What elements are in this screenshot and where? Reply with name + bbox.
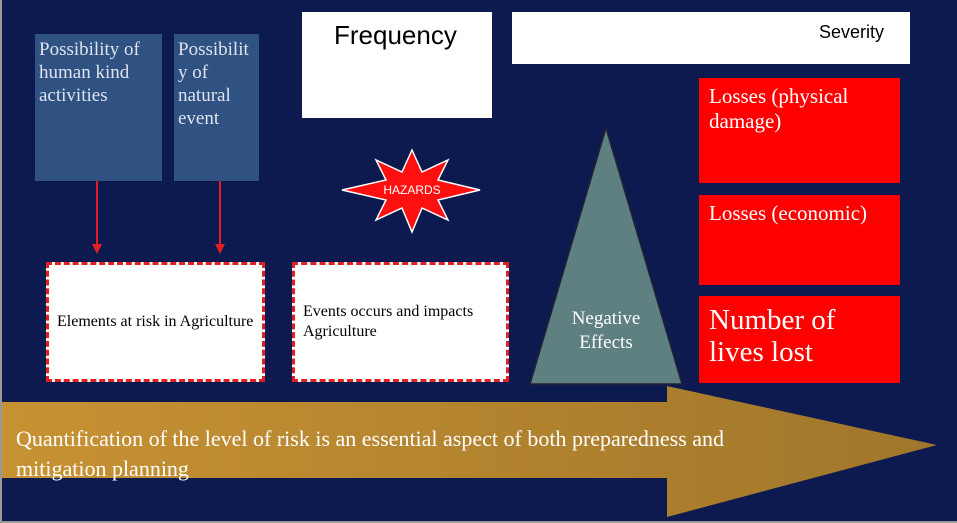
source-box: Possibility of human kind activities xyxy=(35,34,162,181)
loss-box: Number of lives lost xyxy=(699,296,900,383)
severity-box: Severity xyxy=(512,12,910,64)
effects-text: Negative xyxy=(572,308,641,329)
impact-box: Elements at risk in Agriculture xyxy=(46,262,265,382)
effects-triangle xyxy=(528,125,684,385)
effects-label: Negative Effects xyxy=(572,308,641,353)
effects-text-line: Effects xyxy=(579,332,632,353)
source-box: Possibility of natural event xyxy=(174,34,259,181)
banner-text: Quantification of the level of risk is a… xyxy=(16,426,725,481)
hazard-star xyxy=(341,148,481,234)
loss-box: Losses (physical damage) xyxy=(699,78,900,183)
frequency-box: Frequency xyxy=(302,12,492,118)
banner-arrow xyxy=(2,386,937,517)
hazard-label: HAZARDS xyxy=(383,183,440,197)
impact-box: Events occurs and impacts Agriculture xyxy=(292,262,509,382)
arrow-head xyxy=(92,244,102,254)
arrow-head xyxy=(215,244,225,254)
loss-box: Losses (economic) xyxy=(699,195,900,285)
